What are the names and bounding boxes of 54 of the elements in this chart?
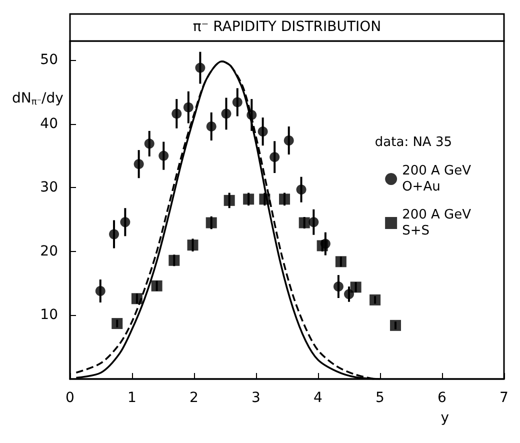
point: [335, 256, 346, 268]
point: [109, 229, 120, 240]
point: [221, 108, 232, 119]
point: [232, 97, 242, 108]
point: [168, 254, 180, 266]
point: [284, 135, 294, 146]
point: [350, 282, 362, 293]
y-tick-label: 40: [40, 116, 58, 132]
point: [333, 282, 344, 292]
x-tick-label: 7: [500, 390, 508, 406]
point: [131, 293, 142, 304]
point: [316, 240, 328, 252]
point: [344, 289, 354, 300]
point: [259, 194, 270, 205]
x-tick-label: 5: [376, 390, 384, 406]
point: [151, 280, 162, 292]
point: [172, 108, 182, 119]
point: [206, 217, 217, 228]
x-tick-label: 3: [252, 390, 260, 406]
x-tick-label: 4: [314, 390, 323, 406]
point: [279, 194, 290, 205]
y-tick-label: 50: [40, 52, 58, 68]
legend-label: 200 A GeV S+S: [402, 208, 472, 238]
point: [296, 184, 306, 195]
point: [246, 110, 257, 120]
point: [95, 286, 106, 296]
y-tick-label: 30: [40, 180, 58, 196]
point: [144, 138, 154, 149]
point: [270, 152, 280, 162]
point: [158, 150, 169, 161]
y-tick-label: 20: [40, 243, 58, 260]
x-tick-label: 6: [438, 390, 447, 406]
point: [258, 126, 268, 137]
point: [120, 217, 130, 228]
point: [183, 102, 194, 112]
legend-title: data: NA 35: [374, 135, 452, 150]
point: [134, 159, 144, 170]
point: [308, 217, 319, 228]
x-axis-title: y: [440, 410, 449, 426]
point: [243, 194, 254, 205]
legend-label: 200 A GeV O+Au: [402, 164, 472, 194]
x-tick-label: 0: [66, 390, 74, 406]
point: [206, 121, 216, 132]
point: [112, 318, 123, 330]
point: [370, 294, 381, 306]
point: [187, 240, 198, 251]
point: [195, 62, 206, 73]
point: [224, 194, 235, 206]
y-tick-label: 10: [40, 307, 58, 324]
point: [390, 320, 401, 331]
x-tick-label: 1: [128, 390, 136, 406]
chart-title: π⁻ RAPIDITY DISTRIBUTION: [192, 19, 382, 35]
point: [298, 217, 310, 228]
x-tick-label: 2: [190, 390, 198, 406]
